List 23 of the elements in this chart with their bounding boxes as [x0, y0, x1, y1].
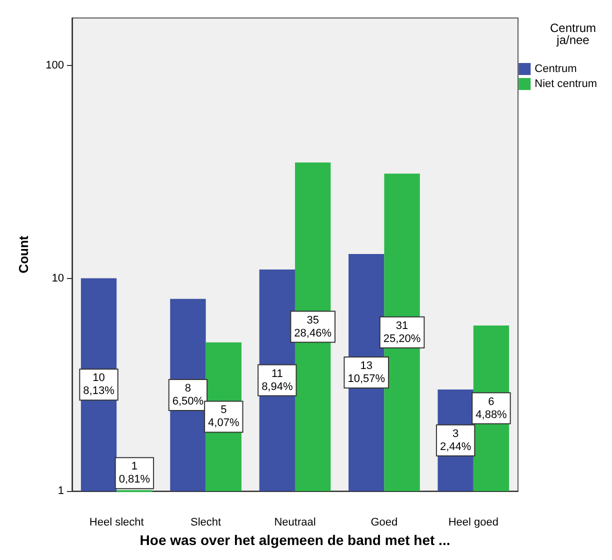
data-label: 35 28,46% — [294, 314, 332, 340]
data-label: 5 4,07% — [208, 404, 240, 430]
y-tick-label: 1 — [58, 485, 64, 498]
data-label: 1 0,81% — [118, 460, 150, 486]
data-label: 8 6,50% — [172, 382, 204, 408]
x-tick-label: Goed — [370, 516, 398, 529]
x-tick-label: Heel slecht — [89, 516, 144, 529]
data-label: 11 8,94% — [262, 368, 293, 393]
x-tick-label: Slecht — [190, 516, 222, 529]
legend-label: Centrum — [534, 63, 577, 75]
y-axis-title: Count — [16, 235, 31, 274]
x-axis-title: Hoe was over het algemeen de band met het ... — [140, 532, 450, 548]
data-label: 13 10,57% — [348, 360, 386, 386]
x-tick-label: Heel goed — [448, 516, 498, 529]
x-tick-label: Neutraal — [274, 516, 316, 529]
legend-label: Niet centrum — [534, 78, 598, 90]
data-label: 6 4,88% — [476, 396, 508, 421]
y-tick-label: 100 — [46, 59, 64, 72]
data-label: 3 2,44% — [440, 428, 472, 453]
y-tick-label: 10 — [52, 272, 64, 284]
legend-title: Centrum ja/nee — [550, 21, 596, 47]
data-label: 10 8,13% — [83, 372, 115, 398]
data-label: 31 25,20% — [383, 320, 421, 345]
